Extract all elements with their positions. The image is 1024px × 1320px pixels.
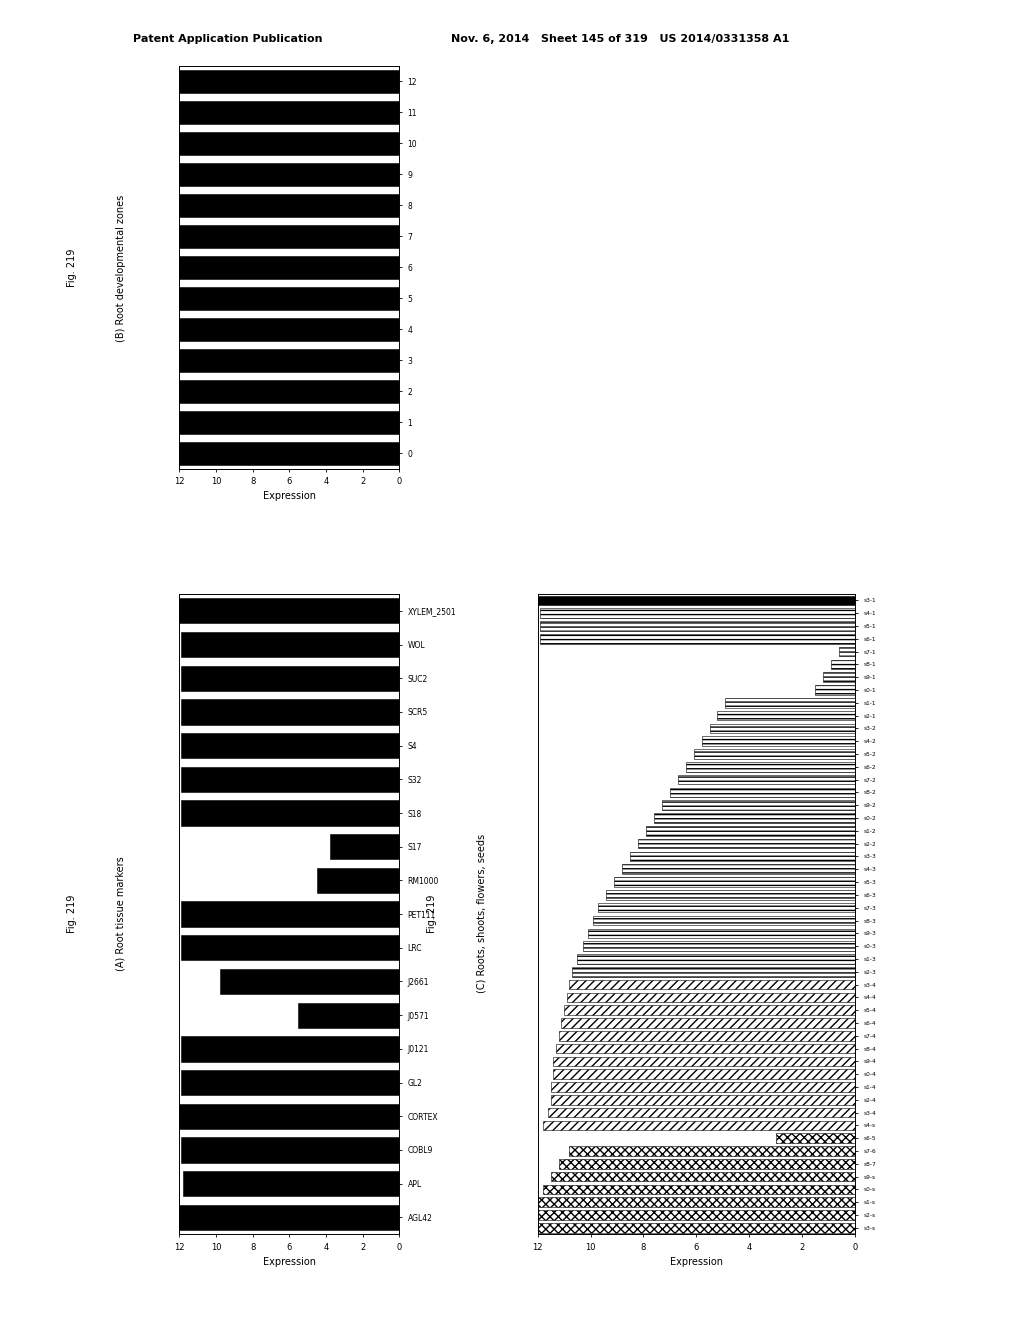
Bar bbox=[598, 903, 855, 912]
Bar bbox=[823, 672, 855, 682]
Bar bbox=[840, 647, 855, 656]
Bar bbox=[179, 380, 399, 403]
Bar bbox=[583, 941, 855, 950]
Bar bbox=[815, 685, 855, 694]
Bar bbox=[693, 750, 855, 759]
Bar bbox=[566, 993, 855, 1002]
Bar bbox=[179, 100, 399, 124]
Bar bbox=[548, 1107, 855, 1117]
Bar bbox=[541, 634, 855, 644]
Bar bbox=[614, 878, 855, 887]
X-axis label: Expression: Expression bbox=[670, 1257, 723, 1267]
Bar bbox=[686, 762, 855, 772]
Bar bbox=[181, 767, 399, 792]
Bar bbox=[606, 890, 855, 900]
Bar bbox=[179, 256, 399, 279]
Bar bbox=[179, 1205, 399, 1230]
Bar bbox=[181, 902, 399, 927]
Bar bbox=[179, 348, 399, 372]
Bar bbox=[538, 1224, 855, 1233]
Bar bbox=[718, 711, 855, 721]
Bar bbox=[183, 1171, 399, 1196]
Bar bbox=[551, 1172, 855, 1181]
Text: (C) Roots, shoots, flowers, seeds: (C) Roots, shoots, flowers, seeds bbox=[476, 834, 486, 993]
Bar bbox=[179, 1104, 399, 1129]
Bar bbox=[181, 1036, 399, 1061]
Bar bbox=[541, 622, 855, 631]
Text: (A) Root tissue markers: (A) Root tissue markers bbox=[116, 857, 126, 970]
Bar bbox=[593, 916, 855, 925]
Bar bbox=[179, 132, 399, 154]
Bar bbox=[179, 441, 399, 465]
Bar bbox=[564, 1006, 855, 1015]
Bar bbox=[831, 660, 855, 669]
Bar bbox=[662, 800, 855, 810]
Bar bbox=[330, 834, 399, 859]
Bar bbox=[678, 775, 855, 784]
Bar bbox=[630, 851, 855, 861]
Bar bbox=[541, 609, 855, 618]
Bar bbox=[561, 1018, 855, 1028]
Bar bbox=[725, 698, 855, 708]
Bar bbox=[710, 723, 855, 733]
Bar bbox=[316, 867, 399, 894]
Bar bbox=[569, 1146, 855, 1156]
Bar bbox=[179, 318, 399, 341]
Bar bbox=[181, 700, 399, 725]
Text: Fig. 219: Fig. 219 bbox=[427, 894, 437, 933]
Text: Patent Application Publication: Patent Application Publication bbox=[133, 34, 323, 45]
Bar bbox=[569, 979, 855, 989]
X-axis label: Expression: Expression bbox=[263, 1257, 315, 1267]
Bar bbox=[179, 194, 399, 216]
X-axis label: Expression: Expression bbox=[263, 491, 315, 502]
Bar bbox=[578, 954, 855, 964]
Bar bbox=[179, 70, 399, 94]
Bar bbox=[181, 1071, 399, 1096]
Bar bbox=[181, 800, 399, 825]
Text: Fig. 219: Fig. 219 bbox=[67, 248, 77, 288]
Bar bbox=[538, 1210, 855, 1220]
Bar bbox=[181, 632, 399, 657]
Bar bbox=[179, 162, 399, 186]
Bar bbox=[553, 1069, 855, 1078]
Bar bbox=[556, 1044, 855, 1053]
Bar bbox=[298, 1003, 399, 1028]
Bar bbox=[179, 224, 399, 248]
Bar bbox=[646, 826, 855, 836]
Bar bbox=[181, 1138, 399, 1163]
Bar bbox=[559, 1031, 855, 1040]
Bar bbox=[588, 928, 855, 939]
Bar bbox=[623, 865, 855, 874]
Bar bbox=[776, 1134, 855, 1143]
Bar bbox=[181, 665, 399, 690]
Bar bbox=[559, 1159, 855, 1168]
Bar bbox=[543, 1184, 855, 1195]
Bar bbox=[543, 1121, 855, 1130]
Bar bbox=[551, 1082, 855, 1092]
Bar bbox=[553, 1056, 855, 1067]
Bar bbox=[181, 733, 399, 758]
Bar bbox=[572, 968, 855, 977]
Bar bbox=[179, 286, 399, 310]
Text: (B) Root developmental zones: (B) Root developmental zones bbox=[116, 194, 126, 342]
Text: Fig. 219: Fig. 219 bbox=[67, 894, 77, 933]
Bar bbox=[538, 595, 855, 605]
Bar bbox=[179, 598, 399, 623]
Bar bbox=[179, 411, 399, 434]
Text: Nov. 6, 2014   Sheet 145 of 319   US 2014/0331358 A1: Nov. 6, 2014 Sheet 145 of 319 US 2014/03… bbox=[451, 34, 788, 45]
Bar bbox=[219, 969, 399, 994]
Bar bbox=[701, 737, 855, 746]
Bar bbox=[551, 1096, 855, 1105]
Bar bbox=[670, 788, 855, 797]
Bar bbox=[538, 1197, 855, 1206]
Bar bbox=[181, 935, 399, 961]
Bar bbox=[638, 840, 855, 849]
Bar bbox=[654, 813, 855, 822]
